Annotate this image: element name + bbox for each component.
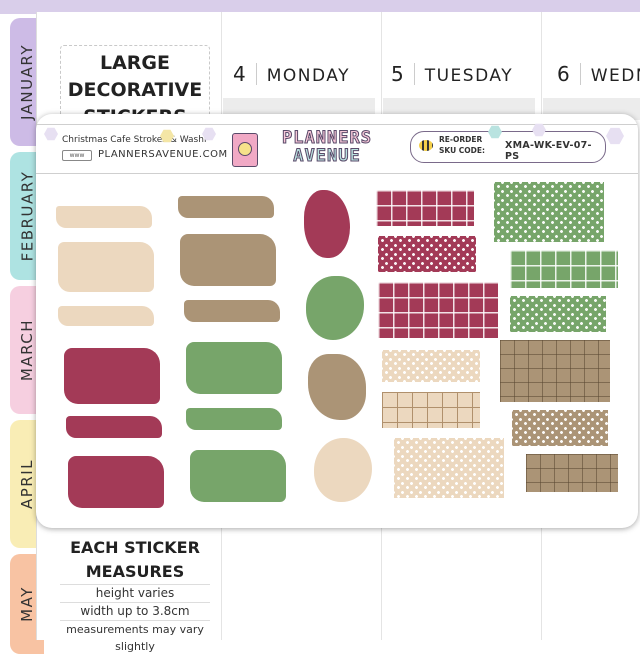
washi-grid-sticker: [510, 250, 618, 288]
divider: [255, 63, 257, 85]
tab-label: JANUARY: [18, 43, 37, 121]
day-header-monday: 4 MONDAY: [233, 62, 350, 86]
logo-text-line1: PLANNERS: [282, 128, 372, 148]
measure-heading: EACH STICKER: [70, 538, 200, 557]
measure-height: height varies: [60, 584, 210, 602]
day-name: MONDAY: [266, 66, 350, 86]
washi-dots-sticker: [394, 438, 504, 498]
brush-stroke-sticker: [186, 408, 282, 430]
washi-dots-sticker: [512, 410, 608, 446]
day-number: 5: [391, 62, 404, 86]
sku-label: SKU CODE:: [439, 146, 486, 155]
brush-stroke-sticker: [180, 234, 276, 286]
washi-dots-sticker: [510, 296, 606, 332]
hexagon-icon: [532, 123, 546, 137]
web-icon: www: [62, 150, 92, 161]
brush-stroke-sticker: [66, 416, 162, 438]
brush-stroke-sticker: [58, 242, 154, 292]
reorder-label: RE-ORDER: [439, 135, 483, 144]
day-number: 6: [557, 62, 570, 86]
hexagon-icon: [202, 127, 216, 141]
divider: [579, 63, 581, 85]
day-header-tuesday: 5 TUESDAY: [391, 62, 513, 86]
washi-grid-sticker: [378, 282, 498, 338]
top-band: [0, 0, 640, 14]
logo-text-line2: AVENUE: [293, 146, 361, 166]
measure-heading: MEASURES: [85, 562, 185, 581]
hexagon-icon: [44, 127, 58, 141]
washi-grid-sticker: [526, 454, 618, 492]
hexagon-icon: [606, 127, 624, 145]
planner-book-icon: [232, 133, 258, 167]
day-name: WEDN: [590, 66, 640, 86]
brush-stroke-sticker: [190, 450, 286, 502]
brush-blob-sticker: [308, 354, 366, 420]
washi-grid-sticker: [382, 392, 480, 428]
sheet-header: Christmas Cafe Strokes & Washi www PLANN…: [36, 123, 638, 174]
bee-icon: [419, 140, 433, 151]
measure-width: width up to 3.8cm: [60, 602, 210, 620]
brush-stroke-sticker: [68, 456, 164, 508]
brush-stroke-sticker: [184, 300, 280, 322]
reorder-box: RE-ORDER SKU CODE: XMA-WK-EV-07-PS: [410, 131, 606, 163]
brush-stroke-sticker: [186, 342, 282, 394]
day-name: TUESDAY: [424, 66, 514, 86]
brush-blob-sticker: [306, 276, 364, 340]
title-line: LARGE: [99, 52, 171, 74]
washi-dots-sticker: [494, 182, 604, 242]
brand-logo: PLANNERS AVENUE: [268, 129, 386, 169]
brush-stroke-sticker: [64, 348, 160, 404]
product-name: Christmas Cafe Strokes & Washi: [62, 135, 207, 145]
washi-dots-sticker: [378, 236, 476, 272]
measure-note: measurements may vary slightly: [60, 620, 210, 655]
sticker-sheet: Christmas Cafe Strokes & Washi www PLANN…: [36, 114, 638, 528]
day-number: 4: [233, 62, 246, 86]
brush-blob-sticker: [304, 190, 350, 258]
hexagon-icon: [160, 129, 174, 143]
brush-blob-sticker: [314, 438, 372, 502]
tab-label: MAY: [18, 586, 37, 622]
tab-label: FEBRUARY: [18, 170, 36, 262]
day-header-wednesday: 6 WEDN: [557, 62, 640, 86]
divider: [413, 63, 415, 85]
tab-label: APRIL: [18, 458, 37, 510]
washi-dots-sticker: [382, 350, 480, 382]
website-url: PLANNERSAVENUE.COM: [98, 149, 228, 160]
measurements-box: EACH STICKER MEASURES height varies widt…: [60, 536, 210, 653]
brush-stroke-sticker: [56, 206, 152, 228]
brush-stroke-sticker: [178, 196, 274, 218]
washi-grid-sticker: [500, 340, 610, 402]
tab-label: MARCH: [18, 318, 37, 382]
sku-code: XMA-WK-EV-07-PS: [505, 140, 592, 162]
title-line: DECORATIVE: [67, 79, 203, 101]
hexagon-icon: [488, 125, 502, 139]
washi-grid-sticker: [376, 190, 474, 226]
brush-stroke-sticker: [58, 306, 154, 326]
